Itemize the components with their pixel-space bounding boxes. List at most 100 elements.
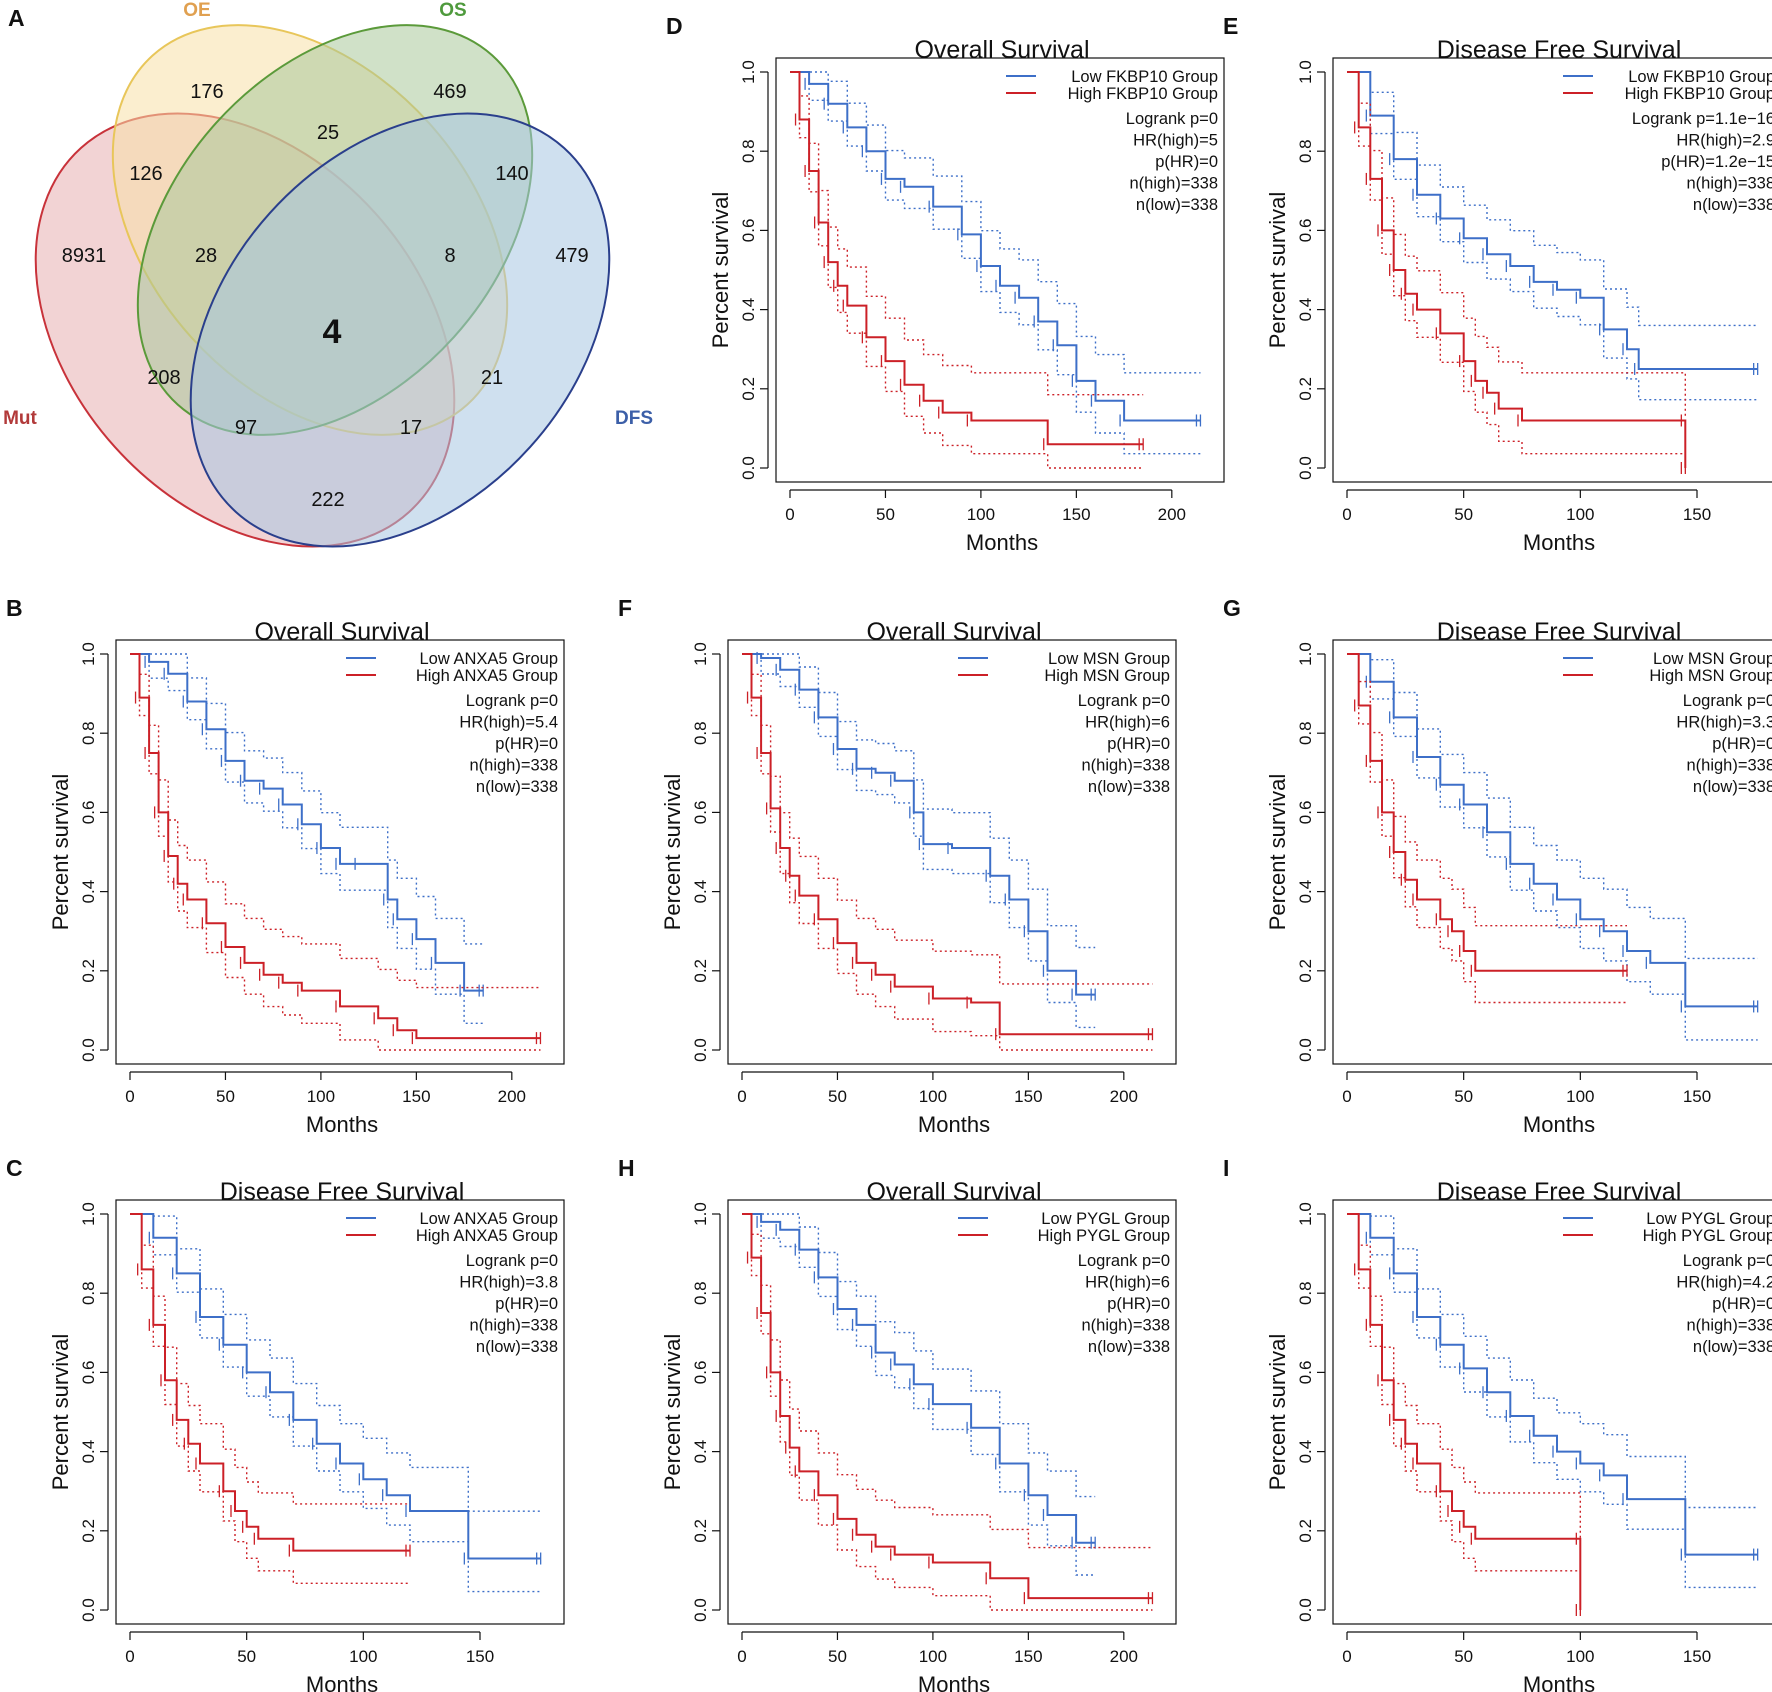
ci-lower-high (742, 653, 1153, 1051)
y-tick-label: 0.4 (1296, 1440, 1315, 1464)
stat-label: Logrank p=0 (1126, 110, 1218, 128)
plot-frame (775, 57, 1225, 483)
survival-charts: D Overall Survival 0 50 100 150 200 Months 0.0 0.… (6, 13, 1772, 1692)
survival-curve-low (742, 1213, 1096, 1544)
y-tick-label: 1.0 (79, 642, 98, 666)
y-tick-label: 0.6 (79, 1361, 98, 1385)
survival-curve-high (1347, 71, 1687, 468)
count-oe-os: 25 (317, 122, 339, 144)
ci-lower-low (742, 1213, 1096, 1576)
stat-label: Logrank p=0 (466, 692, 558, 710)
y-tick-label: 1.0 (1296, 60, 1315, 84)
ci-lower-low (130, 653, 484, 1024)
stat-label: n(high)=338 (1686, 175, 1772, 193)
stat-label: HR(high)=5 (1133, 132, 1218, 150)
x-tick-label: 100 (967, 505, 995, 524)
y-axis-label: Percent survival (1265, 1334, 1290, 1491)
legend-label: Low MSN Group (1048, 650, 1170, 668)
ci-lower-low (1347, 653, 1758, 1041)
survival-curve-high (1347, 653, 1627, 972)
stat-label: n(low)=338 (1088, 778, 1170, 796)
venn-diagram: A OE OS Mut DFS 176 469 25 126 140 8931 … (3, 0, 653, 548)
x-axis-label: Months (918, 1672, 990, 1692)
ci-lower-high (1347, 653, 1627, 1004)
stat-label: HR(high)=6 (1085, 1274, 1170, 1292)
stat-label: Logrank p=0 (1078, 1252, 1170, 1270)
x-axis-label: Months (966, 530, 1038, 555)
plot-frame (727, 1199, 1177, 1625)
y-tick-label: 1.0 (739, 60, 758, 84)
stat-label: p(HR)=0 (1107, 735, 1170, 753)
legend-label: Low PYGL Group (1041, 1210, 1170, 1228)
stat-label: HR(high)=5.4 (459, 714, 558, 732)
y-tick-label: 1.0 (79, 1202, 98, 1226)
x-tick-label: 200 (1158, 505, 1186, 524)
y-tick-label: 0.8 (79, 1281, 98, 1305)
x-tick-label: 50 (876, 505, 895, 524)
count-mut-only: 8931 (62, 245, 107, 267)
stat-label: n(high)=338 (469, 1317, 558, 1335)
plot-frame (115, 1199, 565, 1625)
plot-frame (115, 639, 565, 1065)
count-mut-os-dfs: 97 (235, 417, 257, 439)
x-tick-label: 0 (737, 1087, 746, 1106)
panel-label: B (6, 595, 23, 621)
ci-lower-low (1347, 71, 1758, 401)
set-label-mut: Mut (3, 408, 37, 429)
chart-panel-b: B Overall Survival 0 50 100 150 200 Months 0.0 0.… (6, 595, 565, 1137)
x-tick-label: 150 (1683, 1647, 1711, 1666)
chart-title: Overall Survival (914, 36, 1089, 64)
chart-panel-c: C Disease Free Survival 0 50 100 150 Months 0.0… (6, 1155, 565, 1692)
stat-label: n(high)=338 (1081, 757, 1170, 775)
x-axis-label: Months (1523, 1112, 1595, 1137)
ci-lower-low (790, 71, 1201, 455)
y-tick-label: 1.0 (1296, 1202, 1315, 1226)
survival-curve-low (790, 71, 1201, 422)
x-tick-label: 150 (1062, 505, 1090, 524)
chart-title: Disease Free Survival (1437, 618, 1682, 646)
stat-label: n(low)=338 (1693, 196, 1772, 214)
x-tick-label: 50 (1454, 505, 1473, 524)
y-tick-label: 0.0 (691, 1598, 710, 1622)
chart-panel-i: I Disease Free Survival 0 50 100 150 Months 0.0… (1223, 1155, 1772, 1692)
stat-label: Logrank p=0 (466, 1252, 558, 1270)
ci-lower-high (742, 1213, 1153, 1611)
ci-lower-high (130, 653, 541, 1051)
ci-upper-low (1347, 71, 1758, 327)
legend-label: Low MSN Group (1653, 650, 1772, 668)
stat-label: HR(high)=3.3 (1676, 714, 1772, 732)
y-tick-label: 0.2 (739, 377, 758, 401)
x-tick-label: 150 (402, 1087, 430, 1106)
y-tick-label: 0.2 (1296, 1519, 1315, 1543)
legend-label: High FKBP10 Group (1068, 85, 1218, 103)
y-axis-label: Percent survival (1265, 774, 1290, 931)
y-tick-label: 0.4 (79, 1440, 98, 1464)
plot-frame (727, 639, 1177, 1065)
x-tick-label: 200 (1110, 1647, 1138, 1666)
stat-label: n(low)=338 (476, 778, 558, 796)
ci-upper-low (742, 653, 1096, 949)
y-tick-label: 0.6 (691, 801, 710, 825)
stat-label: n(low)=338 (1693, 1338, 1772, 1356)
ci-upper-high (130, 1213, 410, 1505)
chart-panel-f: F Overall Survival 0 50 100 150 200 Months 0.0 0.… (618, 595, 1177, 1137)
y-tick-label: 0.4 (691, 1440, 710, 1464)
ci-lower-low (742, 653, 1096, 1029)
chart-title: Disease Free Survival (220, 1178, 465, 1206)
venn-ellipse-dfs (189, 112, 611, 548)
y-tick-label: 0.2 (1296, 377, 1315, 401)
survival-curve-high (742, 653, 1153, 1036)
y-tick-label: 0.4 (1296, 298, 1315, 322)
y-tick-label: 0.6 (739, 219, 758, 243)
stat-label: n(high)=338 (469, 757, 558, 775)
ci-lower-low (130, 1213, 541, 1593)
legend-label: Low ANXA5 Group (420, 1210, 559, 1228)
panel-label: H (618, 1155, 635, 1181)
y-axis-label: Percent survival (708, 192, 733, 349)
x-tick-label: 200 (1110, 1087, 1138, 1106)
survival-curve-low (1347, 1213, 1758, 1556)
ci-upper-high (742, 653, 1153, 985)
legend-label: High PYGL Group (1643, 1227, 1772, 1245)
survival-curve-high (1347, 1213, 1582, 1610)
ci-upper-high (1347, 1213, 1581, 1559)
